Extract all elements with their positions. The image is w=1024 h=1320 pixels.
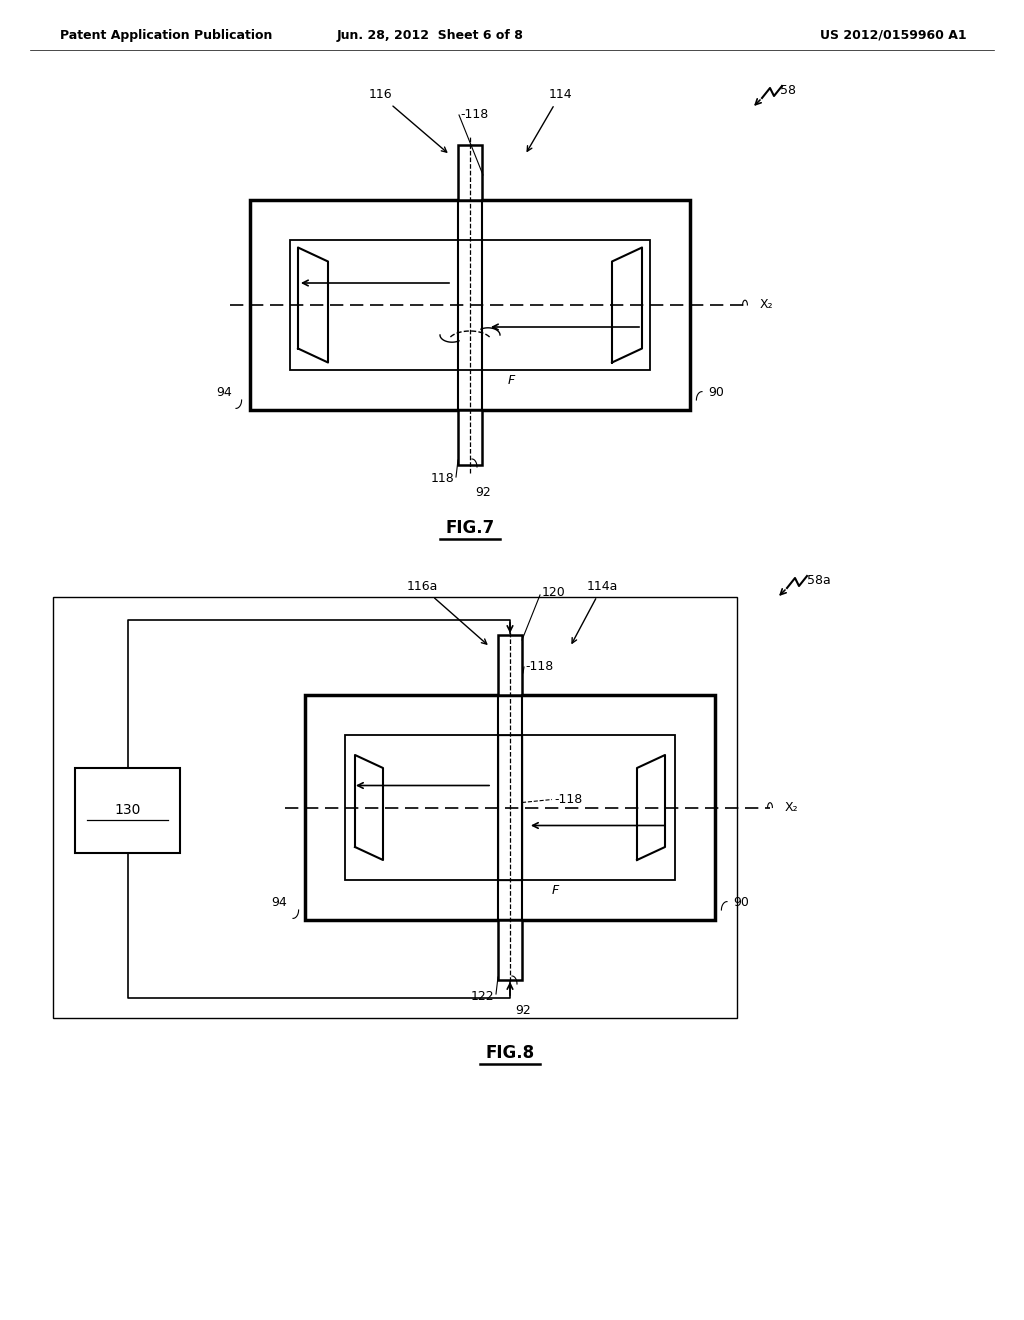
Text: -118: -118 [554, 793, 583, 807]
Bar [305, 696, 715, 920]
Text: X₂: X₂ [760, 298, 773, 312]
Text: 116: 116 [369, 88, 446, 152]
Text: Jun. 28, 2012  Sheet 6 of 8: Jun. 28, 2012 Sheet 6 of 8 [337, 29, 523, 41]
Bar [250, 201, 690, 411]
Text: X₂: X₂ [785, 801, 799, 814]
Bar [498, 920, 522, 979]
Text: 118: 118 [430, 473, 454, 486]
Bar [458, 411, 482, 465]
Bar [345, 735, 675, 880]
Text: 90: 90 [733, 895, 749, 908]
Text: 92: 92 [515, 1003, 530, 1016]
Text: -118: -118 [460, 108, 488, 121]
Text: 92: 92 [475, 487, 490, 499]
Text: 116a: 116a [407, 581, 486, 644]
Text: F: F [552, 883, 559, 896]
Text: 90: 90 [708, 385, 724, 399]
Bar [498, 635, 522, 696]
Text: FIG.7: FIG.7 [445, 519, 495, 537]
Bar [53, 597, 737, 1018]
Text: FIG.8: FIG.8 [485, 1044, 535, 1063]
Text: 122: 122 [470, 990, 494, 1002]
Text: 58a: 58a [807, 573, 830, 586]
Text: 94: 94 [271, 895, 287, 908]
Text: F: F [508, 374, 515, 387]
Bar [498, 735, 522, 880]
Text: 58: 58 [780, 83, 796, 96]
Text: 120: 120 [542, 586, 565, 599]
Text: Patent Application Publication: Patent Application Publication [60, 29, 272, 41]
Bar [458, 145, 482, 201]
Text: 114a: 114a [572, 581, 617, 643]
Bar [75, 767, 180, 853]
Text: 114: 114 [527, 88, 571, 152]
Bar [290, 240, 650, 370]
Text: 94: 94 [216, 385, 232, 399]
Text: US 2012/0159960 A1: US 2012/0159960 A1 [820, 29, 967, 41]
Text: 130: 130 [115, 803, 140, 817]
Text: -118: -118 [525, 660, 553, 673]
